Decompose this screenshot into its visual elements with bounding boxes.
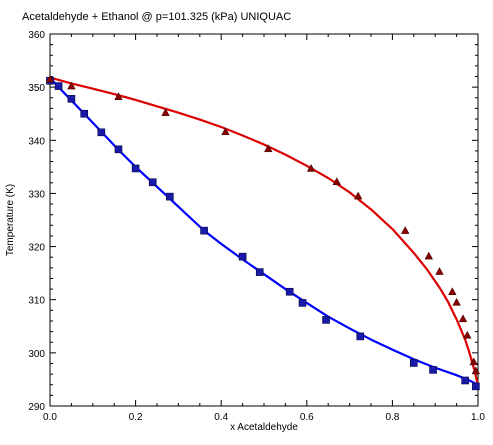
data-point-square (298, 299, 307, 307)
data-point-square (238, 252, 247, 261)
y-tick-label: 290 (28, 402, 45, 413)
x-tick-label: 0.2 (129, 412, 143, 423)
data-point-triangle (435, 267, 444, 275)
data-point-triangle (332, 177, 341, 185)
data-point-triangle (452, 297, 461, 306)
data-point-triangle (469, 357, 478, 366)
x-tick-label: 0.6 (300, 412, 314, 423)
data-point-square (356, 332, 365, 341)
data-point-square (322, 316, 330, 324)
data-point-triangle (353, 191, 363, 200)
y-tick-label: 340 (28, 136, 45, 147)
x-tick-label: 0.8 (385, 412, 399, 423)
data-point-triangle (471, 366, 481, 375)
y-tick-label: 310 (28, 296, 45, 307)
series-line-1 (49, 76, 480, 386)
data-point-square (285, 287, 294, 296)
data-point-triangle (264, 144, 273, 153)
axis-ticks: 0.0 0.2 0.4 0.6 0.8 1.0 290 300 310 320 330 340 350 3… (28, 30, 485, 423)
y-tick-label: 350 (28, 83, 45, 94)
x-tick-label: 0.0 (43, 412, 57, 423)
data-point-square (131, 164, 140, 173)
y-tick-label: 330 (28, 189, 45, 200)
x-tick-label: 0.4 (214, 412, 228, 423)
data-point-triangle (401, 226, 410, 234)
data-point-square (255, 268, 264, 276)
data-point-square (200, 226, 208, 235)
data-point-triangle (45, 74, 55, 83)
x-axis-label: x Acetaldehyde (230, 422, 298, 433)
y-tick-label: 300 (28, 349, 45, 360)
data-point-square (54, 82, 63, 90)
plot-area (49, 33, 479, 407)
data-point-triangle (221, 127, 230, 136)
data-point-triangle (114, 92, 123, 100)
data-point-triangle (448, 287, 457, 295)
data-point-square (148, 178, 157, 187)
y-axis-label: Temperature (K) (5, 184, 16, 256)
data-point-triangle (67, 81, 76, 90)
data-point-square (80, 109, 89, 118)
data-point-triangle (306, 163, 316, 172)
x-tick-label: 1.0 (471, 412, 485, 423)
data-point-square (97, 128, 106, 137)
data-point-triangle (458, 314, 468, 323)
data-point-square (429, 366, 437, 374)
data-point-square (472, 382, 480, 391)
data-point-square (67, 95, 76, 103)
data-point-square (409, 359, 418, 367)
data-point-square (461, 376, 469, 385)
y-tick-label: 360 (28, 30, 45, 41)
data-point-square (114, 145, 123, 154)
data-point-triangle (463, 330, 472, 339)
chart-title: Acetaldehyde + Ethanol @ p=101.325 (kPa)… (22, 11, 291, 23)
data-point-square (166, 192, 174, 201)
series-layer (45, 74, 481, 391)
data-point-triangle (424, 251, 434, 260)
data-point-triangle (161, 108, 170, 116)
y-tick-label: 320 (28, 243, 45, 254)
series-line-0 (49, 76, 479, 386)
